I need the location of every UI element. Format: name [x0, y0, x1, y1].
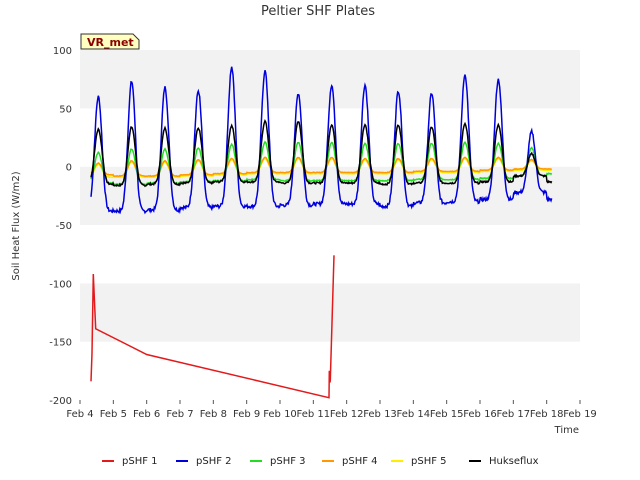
y-tick-label: -100	[49, 279, 72, 290]
x-tick-label: Feb 13	[363, 409, 397, 420]
x-tick-label: Feb 19	[563, 409, 597, 420]
series-line-pshf-3	[90, 140, 553, 186]
chart-title: Peltier SHF Plates	[261, 4, 375, 19]
site-tag: VR_met	[80, 33, 140, 50]
x-tick-label: Feb 15	[430, 409, 464, 420]
y-tick-label: 50	[59, 104, 72, 115]
x-tick-label: Feb 7	[166, 409, 193, 420]
grid-band	[80, 166, 580, 225]
y-tick-label: -150	[49, 338, 72, 349]
y-axis-ticks: -200 -150 -100 -50 0 50 100	[49, 46, 72, 407]
grid-band	[80, 225, 580, 284]
series-line-hukseflux	[90, 119, 553, 188]
x-tick-label: Feb 12	[330, 409, 364, 420]
x-tick-label: Feb 9	[233, 409, 260, 420]
x-tick-label: Feb 10	[263, 409, 297, 420]
series-line-pshf-4	[90, 156, 553, 178]
legend-label: pSHF 5	[411, 456, 447, 467]
legend-label: Hukseflux	[489, 456, 539, 467]
x-axis-ticks: Feb 4 Feb 5 Feb 6 Feb 7 Feb 8 Feb 9 Feb 10 Feb …	[66, 400, 597, 420]
x-tick-label: Feb 5	[100, 409, 127, 420]
legend-label: pSHF 1	[122, 456, 158, 467]
x-tick-label: Feb 8	[200, 409, 227, 420]
site-tag-box	[80, 33, 140, 50]
x-tick-label: Feb 16	[463, 409, 497, 420]
y-axis-title: Soil Heat Flux (W/m2)	[11, 171, 22, 280]
x-tick-label: Feb 4	[66, 409, 93, 420]
x-tick-label: Feb 18	[530, 409, 564, 420]
x-tick-label: Feb 14	[397, 409, 431, 420]
legend-label: pSHF 3	[270, 456, 306, 467]
y-tick-label: 100	[53, 46, 72, 57]
legend-label: pSHF 2	[196, 456, 232, 467]
y-tick-label: -200	[49, 396, 72, 407]
y-tick-label: -50	[56, 221, 72, 232]
series-line-pshf-1	[90, 255, 335, 399]
x-axis-title: Time	[554, 425, 579, 436]
site-tag-label: VR_met	[87, 36, 134, 49]
series-line-pshf-2	[90, 66, 553, 215]
grid-band	[80, 283, 580, 342]
legend-label: pSHF 4	[342, 456, 378, 467]
legend: pSHF 1 pSHF 2 pSHF 3 pSHF 4 pSHF 5 Hukseflux	[102, 456, 539, 467]
series-layer	[90, 66, 553, 399]
x-tick-label: Feb 17	[497, 409, 531, 420]
x-tick-label: Feb 6	[133, 409, 160, 420]
x-tick-label: Feb 11	[297, 409, 331, 420]
y-tick-label: 0	[66, 163, 72, 174]
